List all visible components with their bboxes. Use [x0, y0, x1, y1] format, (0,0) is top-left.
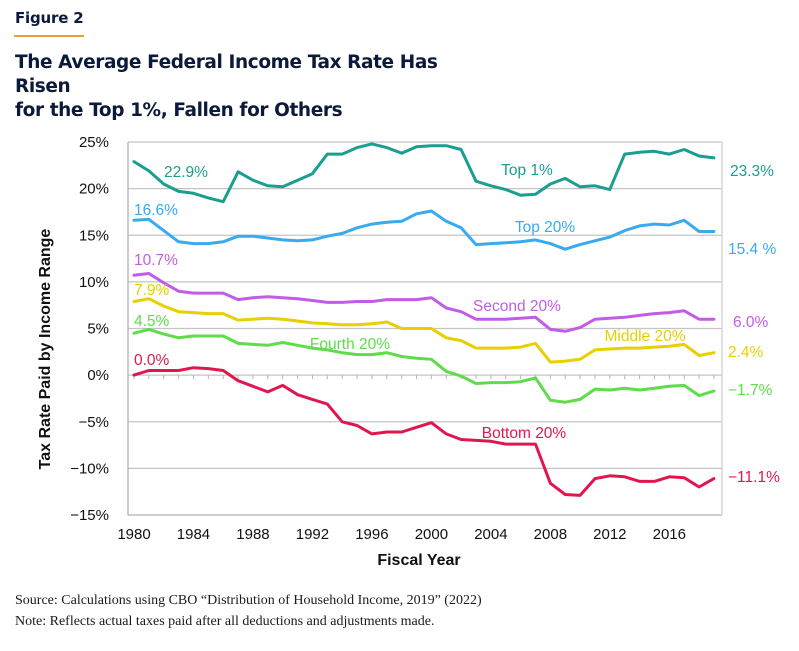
chart-title-line-2: for the Top 1%, Fallen for Others [15, 100, 343, 121]
x-tick-label: 1996 [355, 526, 388, 543]
y-axis-tick-labels: 25% 20% 15% 10% 5% 0% −5% −10% −15% [70, 134, 109, 524]
end-value-label-bottom-20: −11.1% [728, 469, 780, 486]
start-value-label-second-20: 10.7% [134, 252, 178, 269]
y-tick-label: 25% [79, 134, 109, 151]
y-tick-label: 0% [87, 367, 109, 384]
y-tick-label: −15% [70, 507, 109, 524]
methodology-note: Note: Reflects actual taxes paid after a… [15, 614, 435, 629]
x-tick-label: 1980 [117, 526, 150, 543]
figure-label: Figure 2 [15, 9, 84, 27]
end-value-label-top-20: 15.4 % [728, 241, 776, 258]
x-tick-label: 2008 [534, 526, 567, 543]
chart-title-line-1: The Average Federal Income Tax Rate Has … [15, 52, 438, 97]
series-name-label-middle-20: Middle 20% [605, 328, 686, 345]
end-value-label-fourth-20: −1.7% [728, 382, 773, 399]
y-tick-label: 5% [87, 321, 109, 338]
y-axis-title: Tax Rate Paid by Income Range [37, 229, 54, 470]
series-line-second-20 [132, 272, 716, 333]
x-axis-title: Fiscal Year [377, 552, 460, 569]
start-value-label-top-1: 22.9% [164, 164, 208, 181]
gridlines [128, 141, 722, 470]
x-tick-label: 1984 [177, 526, 210, 543]
figure-label-underline [14, 35, 84, 37]
end-value-label-middle-20: 2.4% [728, 344, 764, 361]
y-tick-label: 10% [79, 274, 109, 291]
y-tick-label: 15% [79, 227, 109, 244]
series-name-label-top-20: Top 20% [515, 219, 576, 236]
series-line-top-20 [132, 209, 716, 251]
series-line-middle-20 [132, 297, 716, 364]
end-value-label-second-20: 6.0% [733, 314, 769, 331]
x-tick-label: 2016 [653, 526, 686, 543]
start-value-label-top-20: 16.6% [134, 202, 178, 219]
series-labels: 22.9% Top 1% 23.3% 16.6% Top 20% 15.4 % 10.7% S… [134, 162, 780, 486]
start-value-label-bottom-20: 0.0% [134, 352, 170, 369]
plot-frame [127, 142, 723, 516]
zero-line-ticks [133, 375, 715, 380]
x-tick-label: 1992 [296, 526, 329, 543]
x-axis-tick-labels: 1980 1984 1988 1992 1996 2000 2004 2008 2012 2016 [117, 526, 686, 543]
series-name-label-second-20: Second 20% [473, 298, 561, 315]
series-name-label-fourth-20: Fourth 20% [310, 336, 390, 353]
series-lines [132, 142, 716, 497]
series-name-label-top-1: Top 1% [501, 162, 553, 179]
source-note: Source: Calculations using CBO “Distribu… [15, 593, 482, 608]
x-tick-label: 2000 [415, 526, 448, 543]
y-tick-label: −5% [79, 414, 109, 431]
start-value-label-fourth-20: 4.5% [134, 313, 170, 330]
x-tick-label: 1988 [236, 526, 269, 543]
series-name-label-bottom-20: Bottom 20% [482, 425, 567, 442]
y-tick-label: −10% [70, 460, 109, 477]
series-line-bottom-20 [132, 366, 716, 497]
x-tick-label: 2004 [474, 526, 507, 543]
end-value-label-top-1: 23.3% [730, 163, 774, 180]
chart-title: The Average Federal Income Tax Rate Has … [15, 51, 495, 123]
start-value-label-middle-20: 7.9% [134, 282, 170, 299]
x-tick-label: 2012 [593, 526, 626, 543]
series-line-fourth-20 [132, 327, 716, 404]
series-line-top-1 [132, 142, 716, 204]
y-tick-label: 20% [79, 181, 109, 198]
chart-footer: Source: Calculations using CBO “Distribu… [15, 590, 482, 632]
